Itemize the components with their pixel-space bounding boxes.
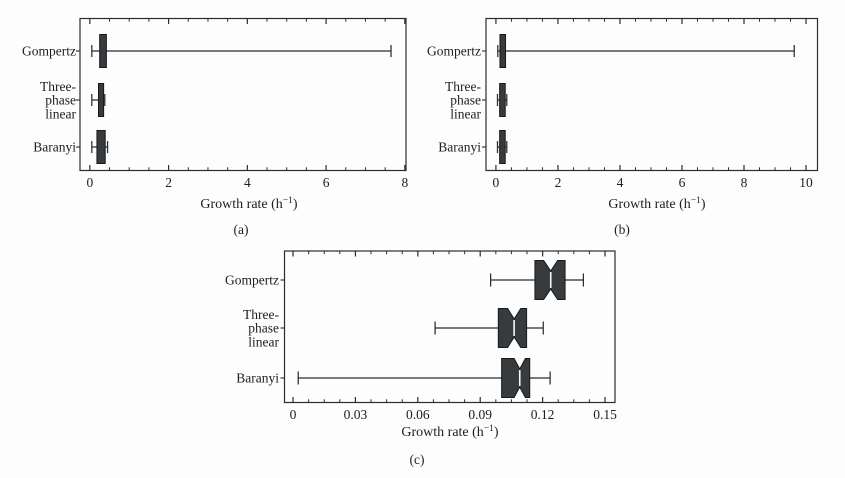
box-group-three-phase-linear <box>434 308 544 348</box>
box-group-baranyi <box>91 130 109 164</box>
x-tick-label: 8 <box>401 175 408 190</box>
notched-box <box>501 358 531 398</box>
category-label: Baranyi <box>236 371 279 386</box>
plot-frame <box>79 17 407 172</box>
category-label: Gompertz <box>22 44 76 59</box>
category-label: Baranyi <box>438 140 481 155</box>
panel-b: 0 2 4 6 8 10 Gompertz Three-phase linear Baranyi G… <box>427 17 819 237</box>
panel-c: 0 0.03 0.06 0.09 0.12 0.15 Gompertz Three-phase… <box>225 250 617 467</box>
box <box>98 83 105 117</box>
notched-box <box>497 308 528 348</box>
panel-a: 0 2 4 6 8 Gompertz Three-phase linear Baranyi Gro… <box>22 17 408 237</box>
category-label: Gompertz <box>427 44 481 59</box>
x-axis-title: Growth rate (h−1) <box>401 424 499 440</box>
x-tick-label: 0 <box>290 407 297 422</box>
x-tick-label: 6 <box>323 175 330 190</box>
x-tick-label: 2 <box>165 175 172 190</box>
x-tick-label: 0 <box>493 175 500 190</box>
x-tick-label: 0.09 <box>468 407 492 422</box>
box <box>499 34 507 68</box>
box-group-gompertz <box>497 34 795 68</box>
box-group-baranyi <box>297 358 551 398</box>
x-tick-label: 6 <box>679 175 686 190</box>
axis-ticks <box>495 18 807 171</box>
x-tick-label: 4 <box>244 175 251 190</box>
x-tick-label: 0.03 <box>344 407 368 422</box>
box <box>96 130 106 164</box>
axis-ticks <box>89 18 406 171</box>
x-tick-label: 10 <box>799 175 813 190</box>
x-axis-title: Growth rate (h−1) <box>200 196 298 212</box>
x-tick-label: 0.15 <box>593 407 617 422</box>
box-group-baranyi <box>496 130 508 164</box>
box <box>499 130 506 164</box>
plot-frame <box>283 250 616 404</box>
panel-caption: (c) <box>410 452 425 467</box>
x-tick-label: 0.12 <box>531 407 555 422</box>
category-label: Three-phase linear <box>40 79 76 121</box>
box-group-three-phase-linear <box>496 83 508 117</box>
category-label: Baranyi <box>33 140 76 155</box>
box-group-gompertz <box>91 34 392 68</box>
panel-caption: (b) <box>614 222 630 237</box>
category-label: Three-phase linear <box>445 79 481 121</box>
box <box>499 83 506 117</box>
axis-ticks <box>292 251 606 403</box>
x-tick-label: 4 <box>617 175 624 190</box>
plot-frame <box>485 17 819 172</box>
box <box>99 34 107 68</box>
x-tick-label: 2 <box>555 175 562 190</box>
x-tick-label: 0.06 <box>406 407 430 422</box>
x-tick-label: 8 <box>741 175 748 190</box>
panel-caption: (a) <box>234 222 249 237</box>
box-group-three-phase-linear <box>91 83 106 117</box>
x-axis-title: Growth rate (h−1) <box>608 196 706 212</box>
category-label: Gompertz <box>225 273 279 288</box>
x-tick-label: 0 <box>86 175 93 190</box>
box-group-gompertz <box>489 260 585 300</box>
category-label: Three-phase linear <box>243 307 279 349</box>
